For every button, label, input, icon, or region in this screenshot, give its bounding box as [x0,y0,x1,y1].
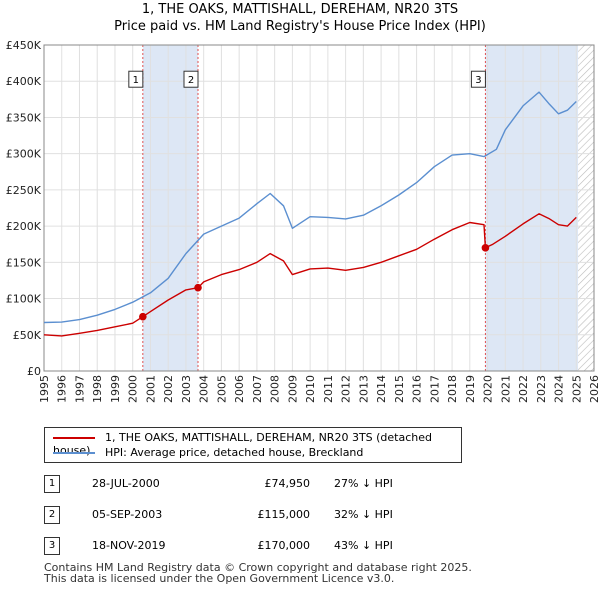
sale-label: 2 [188,75,194,86]
y-tick-label: £150K [6,256,42,269]
x-tick-label: 2009 [286,375,299,403]
x-tick-label: 2020 [482,375,495,403]
transaction-row: 3 18-NOV-2019 £170,000 43% ↓ HPI [44,537,464,557]
x-tick-label: 1999 [109,375,122,403]
y-tick-label: £450K [6,39,42,52]
x-tick-label: 2018 [446,375,459,403]
transaction-number: 3 [44,537,60,555]
transaction-price: £170,000 [257,539,311,552]
footer-line-1: Contains HM Land Registry data © Crown c… [44,561,472,574]
sale-point [481,244,490,252]
legend: 1, THE OAKS, MATTISHALL, DEREHAM, NR20 3… [44,427,462,463]
x-tick-label: 2003 [180,375,193,403]
y-tick-label: £400K [6,75,42,88]
x-tick-label: 2014 [375,375,388,403]
x-tick-label: 2025 [570,375,583,403]
sale-label-box [183,70,199,88]
ownership-shading [142,45,198,371]
transaction-number: 2 [44,506,60,524]
x-tick-label: 2008 [269,375,282,403]
x-tick-label: 1997 [73,375,86,403]
plot-frame [43,44,595,372]
sale-label-box [470,70,486,88]
transaction-row: 2 05-SEP-2003 £115,000 32% ↓ HPI [44,506,464,526]
chart-title: 1, THE OAKS, MATTISHALL, DEREHAM, NR20 3… [141,2,459,17]
transaction-date: 18-NOV-2019 [92,539,166,552]
y-tick-label: £350K [6,111,42,124]
x-tick-label: 1998 [91,375,104,403]
x-tick-label: 2019 [464,375,477,403]
footer-attribution: Contains HM Land Registry data © Crown c… [44,562,472,584]
x-tick-label: 2010 [304,375,317,403]
x-tick-label: 2022 [517,375,530,403]
sale-point [139,312,147,321]
legend-swatch-property [53,437,95,439]
x-tick-label: 2015 [393,375,406,403]
sale-point [194,283,202,292]
x-tick-label: 2023 [535,375,548,403]
x-tick-label: 2016 [411,375,424,403]
transaction-row: 1 28-JUL-2000 £74,950 27% ↓ HPI [44,475,464,495]
x-tick-label: 1995 [38,375,51,403]
x-tick-label: 2002 [162,375,175,403]
transaction-price: £74,950 [264,477,311,490]
hpi-line [43,91,577,324]
legend-item-hpi: HPI: Average price, detached house, Brec… [53,446,363,459]
x-tick-label: 2011 [322,375,335,403]
sale-label: 1 [133,75,139,86]
x-tick-label: 2000 [127,375,140,403]
legend-swatch-hpi [53,452,95,454]
transaction-date: 28-JUL-2000 [92,477,160,490]
x-tick-label: 2012 [340,375,353,403]
x-tick-label: 2001 [144,375,157,403]
ownership-shading [485,45,579,371]
x-tick-label: 2013 [357,375,370,403]
y-tick-label: £200K [6,220,42,233]
x-tick-label: 2006 [233,375,246,403]
price-chart: £0 £50K £100K £150K £200K £250K £300K £350K £400… [6,39,600,403]
transaction-price: £115,000 [257,508,311,521]
x-tick-label: 2005 [215,375,228,403]
x-tick-label: 2024 [553,375,566,403]
x-tick-label: 2026 [588,375,600,403]
x-tick-label: 2007 [251,375,264,403]
y-tick-label: £0 [27,365,41,378]
transaction-hpi-diff: 43% ↓ HPI [334,539,393,552]
transaction-number: 1 [44,475,60,493]
footer-line-2: This data is licensed under the Open Gov… [44,572,395,585]
chart-subtitle: Price paid vs. HM Land Registry's House … [114,19,486,34]
forecast-hatching [578,45,594,371]
sale-label-box [128,70,144,88]
legend-label-hpi: HPI: Average price, detached house, Brec… [105,446,364,459]
y-tick-label: £300K [6,148,42,161]
sale-label: 3 [475,75,481,86]
x-tick-label: 2017 [428,375,441,403]
x-tick-label: 1996 [56,375,69,403]
transaction-hpi-diff: 27% ↓ HPI [334,477,393,490]
y-tick-label: £250K [6,184,42,197]
x-tick-label: 2004 [198,375,211,403]
y-tick-label: £50K [13,329,42,342]
transaction-date: 05-SEP-2003 [92,508,163,521]
transaction-hpi-diff: 32% ↓ HPI [334,508,393,521]
x-tick-label: 2021 [499,375,512,403]
y-tick-label: £100K [6,293,42,306]
